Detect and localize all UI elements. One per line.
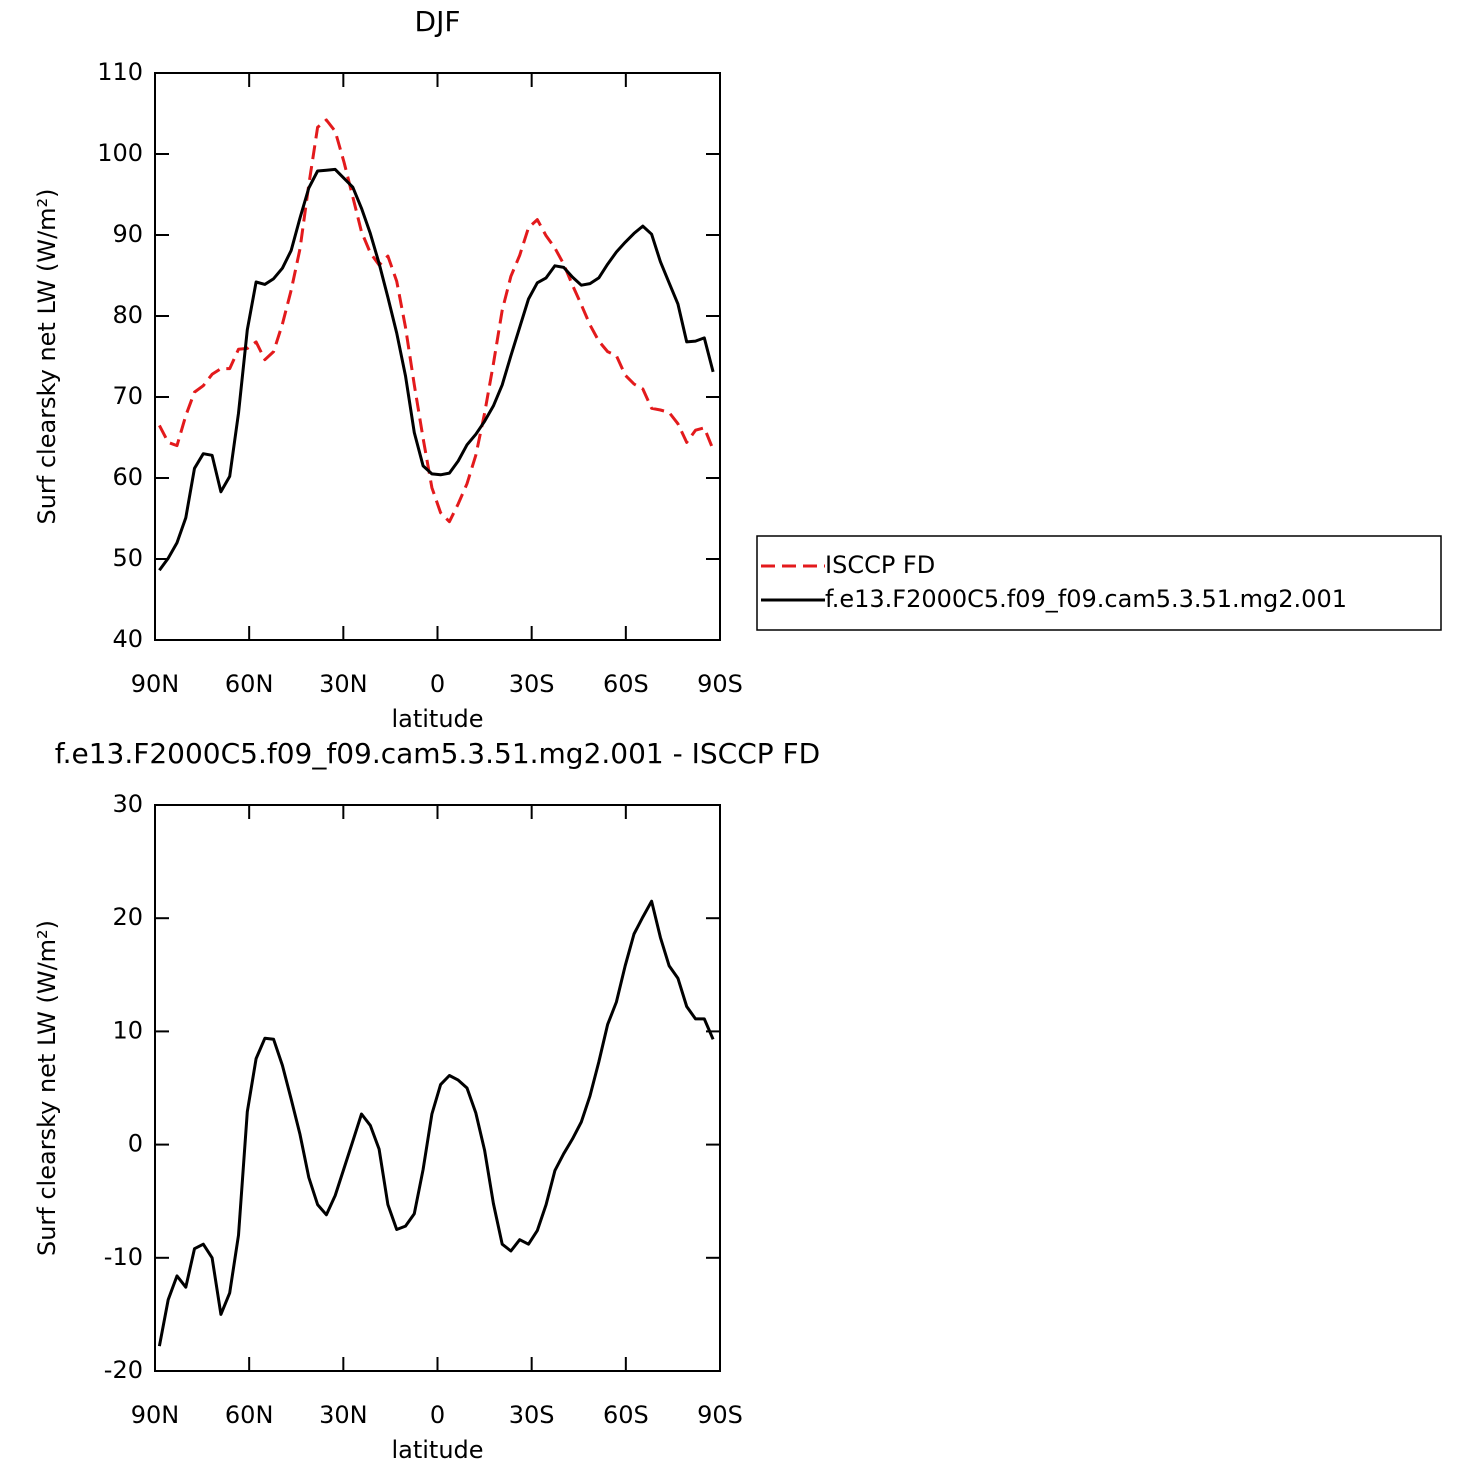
- y-tick-label: 0: [128, 1130, 143, 1158]
- y-tick-label: 90: [112, 220, 143, 248]
- data-line: [157, 899, 715, 1347]
- x-tick-label: 90N: [131, 670, 180, 698]
- data-line: [158, 167, 715, 572]
- y-tick-label: 60: [112, 463, 143, 491]
- x-tick-label: 60S: [603, 1401, 649, 1429]
- data-line: [158, 118, 715, 524]
- x-tick-label: 90S: [697, 1401, 743, 1429]
- chart-title: DJF: [415, 5, 461, 38]
- x-tick-label: 30N: [319, 670, 368, 698]
- y-tick-label: 110: [97, 58, 143, 86]
- y-axis-label: Surf clearsky net LW (W/m²): [33, 920, 61, 1256]
- x-axis-label: latitude: [391, 1436, 483, 1464]
- x-tick-label: 0: [430, 1401, 445, 1429]
- y-tick-label: 20: [112, 903, 143, 931]
- y-tick-label: 30: [112, 790, 143, 818]
- x-axis-label: latitude: [391, 705, 483, 733]
- chart-title: f.e13.F2000C5.f09_f09.cam5.3.51.mg2.001 …: [55, 737, 820, 770]
- x-tick-label: 0: [430, 670, 445, 698]
- x-tick-label: 60N: [225, 1401, 274, 1429]
- y-axis-label: Surf clearsky net LW (W/m²): [33, 188, 61, 524]
- x-tick-label: 60S: [603, 670, 649, 698]
- x-tick-label: 90S: [697, 670, 743, 698]
- y-tick-label: 40: [112, 625, 143, 653]
- x-tick-label: 60N: [225, 670, 274, 698]
- legend-label: f.e13.F2000C5.f09_f09.cam5.3.51.mg2.001: [825, 585, 1347, 613]
- x-tick-label: 30N: [319, 1401, 368, 1429]
- legend-label: ISCCP FD: [825, 551, 935, 579]
- x-tick-label: 30S: [509, 1401, 555, 1429]
- y-tick-label: 100: [97, 139, 143, 167]
- y-tick-label: 50: [112, 544, 143, 572]
- plot-frame: [154, 72, 721, 641]
- y-tick-label: -20: [104, 1356, 143, 1384]
- x-tick-label: 30S: [509, 670, 555, 698]
- y-tick-label: 80: [112, 301, 143, 329]
- legend-box: [756, 535, 1442, 631]
- y-tick-label: 10: [112, 1016, 143, 1044]
- y-tick-label: 70: [112, 382, 143, 410]
- plot-frame: [154, 804, 721, 1372]
- x-tick-label: 90N: [131, 1401, 180, 1429]
- y-tick-label: -10: [104, 1243, 143, 1271]
